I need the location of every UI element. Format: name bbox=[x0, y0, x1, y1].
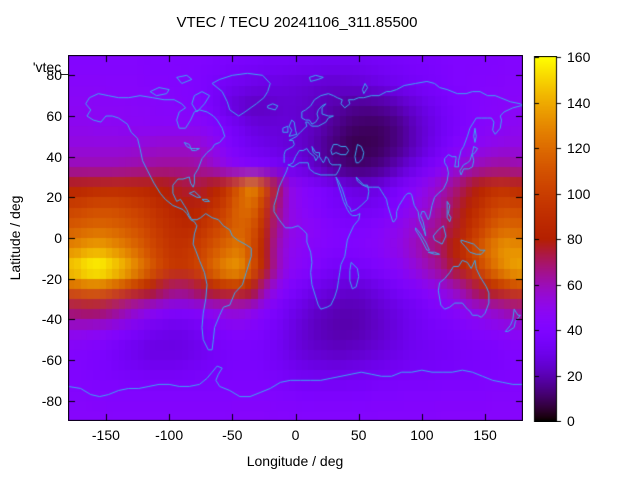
y-tick-label: 80 bbox=[46, 67, 62, 84]
colorbar-tick-label: 120 bbox=[567, 140, 591, 156]
y-tick-label: 40 bbox=[46, 148, 62, 165]
x-axis-label: Longitude / deg bbox=[246, 453, 344, 469]
y-tick-label: 0 bbox=[54, 230, 62, 246]
x-tick-label: -100 bbox=[155, 427, 184, 443]
y-tick-label: 20 bbox=[46, 189, 62, 206]
colorbar-canvas bbox=[528, 56, 566, 422]
x-tick-label: -50 bbox=[222, 427, 243, 443]
colorbar-tick-label: 20 bbox=[567, 367, 583, 384]
colorbar-tick-label: 140 bbox=[567, 94, 591, 111]
legend-key-label: 'vtec_ bbox=[32, 59, 69, 75]
y-tick-label: -60 bbox=[41, 352, 62, 368]
colorbar-tick-label: 80 bbox=[567, 231, 583, 247]
colorbar-tick-label: 40 bbox=[567, 322, 583, 338]
colorbar-tick-label: 0 bbox=[567, 413, 575, 429]
x-tick-label: 150 bbox=[473, 427, 497, 443]
y-tick-label: 60 bbox=[46, 108, 62, 124]
x-tick-label: 0 bbox=[291, 427, 300, 443]
y-tick-label: -20 bbox=[41, 270, 62, 287]
y-tick-label: -40 bbox=[41, 311, 62, 328]
colorbar-tick-label: 100 bbox=[567, 185, 591, 202]
colorbar-tick-label: 60 bbox=[567, 276, 583, 293]
x-tick-label: 100 bbox=[410, 427, 434, 443]
plot-title: VTEC / TECU 20241106_311.85500 bbox=[176, 14, 418, 31]
y-tick-label: -80 bbox=[41, 392, 62, 409]
x-tick-label: 50 bbox=[350, 427, 367, 443]
x-tick-label: -150 bbox=[91, 427, 120, 443]
heatmap-canvas bbox=[68, 55, 523, 421]
colorbar-tick-label: 160 bbox=[567, 49, 591, 65]
